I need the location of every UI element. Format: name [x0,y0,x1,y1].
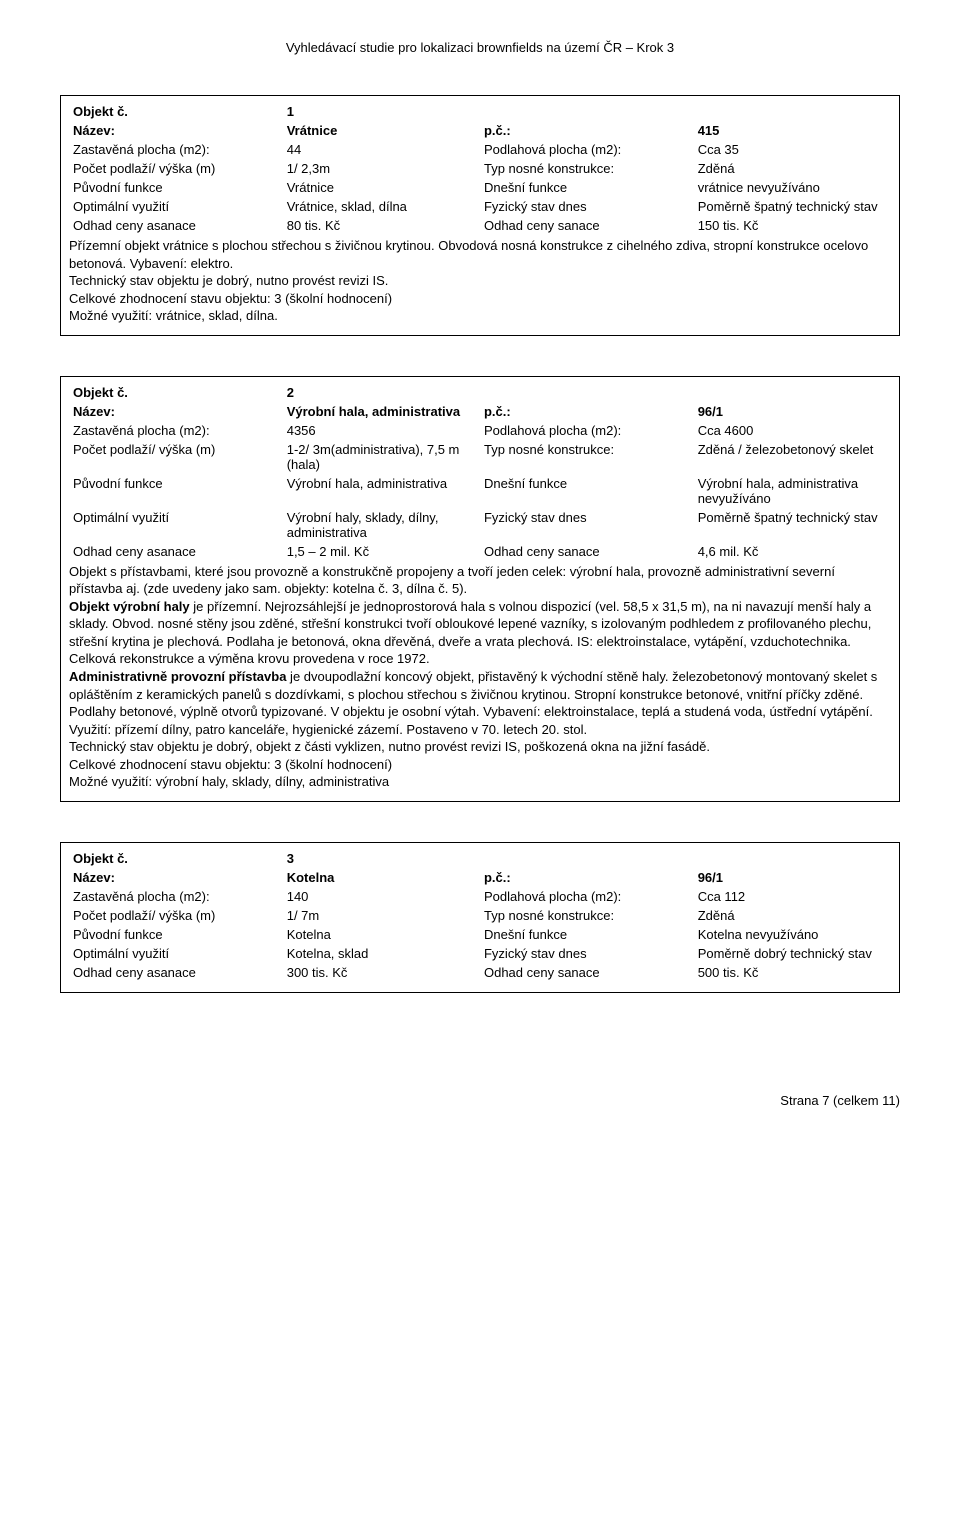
nazev-label: Název: [69,121,283,140]
opt-label: Optimální využití [69,508,283,542]
pc-value: 415 [694,121,891,140]
san-value: 500 tis. Kč [694,963,891,982]
zast-label: Zastavěná plocha (m2): [69,140,283,159]
asan-value: 80 tis. Kč [283,216,480,235]
obj-num-label: Objekt č. [69,102,283,121]
obj-num-label: Objekt č. [69,849,283,868]
fyz-value: Poměrně špatný technický stav [694,197,891,216]
dnes-label: Dnešní funkce [480,925,694,944]
san-label: Odhad ceny sanace [480,216,694,235]
san-label: Odhad ceny sanace [480,963,694,982]
object-box-2: Objekt č. 2 Název: Výrobní hala, adminis… [60,376,900,802]
pocet-label: Počet podlaží/ výška (m) [69,159,283,178]
podl-label: Podlahová plocha (m2): [480,887,694,906]
san-value: 4,6 mil. Kč [694,542,891,561]
puv-value: Vrátnice [283,178,480,197]
page-footer: Strana 7 (celkem 11) [60,1093,900,1108]
opt-label: Optimální využití [69,944,283,963]
object-table-3: Objekt č. 3 Název: Kotelna p.č.: 96/1 Za… [69,849,891,982]
dnes-value: Kotelna nevyužíváno [694,925,891,944]
puv-label: Původní funkce [69,925,283,944]
nazev-label: Název: [69,868,283,887]
fyz-label: Fyzický stav dnes [480,197,694,216]
object-box-3: Objekt č. 3 Název: Kotelna p.č.: 96/1 Za… [60,842,900,993]
puv-label: Původní funkce [69,474,283,508]
fyz-label: Fyzický stav dnes [480,508,694,542]
object-table-2: Objekt č. 2 Název: Výrobní hala, adminis… [69,383,891,561]
zast-value: 4356 [283,421,480,440]
asan-value: 300 tis. Kč [283,963,480,982]
obj-num-label: Objekt č. [69,383,283,402]
puv-value: Výrobní hala, administrativa [283,474,480,508]
podl-value: Cca 112 [694,887,891,906]
dnes-value: vrátnice nevyužíváno [694,178,891,197]
podl-value: Cca 4600 [694,421,891,440]
object-box-1: Objekt č. 1 Název: Vrátnice p.č.: 415 Za… [60,95,900,336]
nazev-value: Kotelna [283,868,480,887]
object-description: Přízemní objekt vrátnice s plochou střec… [69,237,891,325]
san-value: 150 tis. Kč [694,216,891,235]
asan-label: Odhad ceny asanace [69,216,283,235]
pocet-label: Počet podlaží/ výška (m) [69,906,283,925]
typ-label: Typ nosné konstrukce: [480,159,694,178]
page-header: Vyhledávací studie pro lokalizaci brownf… [60,40,900,55]
fyz-value: Poměrně špatný technický stav [694,508,891,542]
pocet-value: 1-2/ 3m(administrativa), 7,5 m (hala) [283,440,480,474]
object-table-1: Objekt č. 1 Název: Vrátnice p.č.: 415 Za… [69,102,891,235]
puv-label: Původní funkce [69,178,283,197]
pocet-label: Počet podlaží/ výška (m) [69,440,283,474]
obj-num: 3 [283,849,480,868]
opt-value: Výrobní haly, sklady, dílny, administrat… [283,508,480,542]
zast-label: Zastavěná plocha (m2): [69,421,283,440]
asan-value: 1,5 – 2 mil. Kč [283,542,480,561]
pc-label: p.č.: [480,121,694,140]
dnes-value: Výrobní hala, administrativa nevyužíváno [694,474,891,508]
pc-label: p.č.: [480,868,694,887]
dnes-label: Dnešní funkce [480,178,694,197]
typ-label: Typ nosné konstrukce: [480,440,694,474]
nazev-value: Vrátnice [283,121,480,140]
pocet-value: 1/ 2,3m [283,159,480,178]
typ-label: Typ nosné konstrukce: [480,906,694,925]
podl-value: Cca 35 [694,140,891,159]
fyz-value: Poměrně dobrý technický stav [694,944,891,963]
pc-value: 96/1 [694,868,891,887]
asan-label: Odhad ceny asanace [69,542,283,561]
nazev-value: Výrobní hala, administrativa [283,402,480,421]
asan-label: Odhad ceny asanace [69,963,283,982]
pocet-value: 1/ 7m [283,906,480,925]
nazev-label: Název: [69,402,283,421]
puv-value: Kotelna [283,925,480,944]
fyz-label: Fyzický stav dnes [480,944,694,963]
typ-value: Zděná [694,906,891,925]
object-description: Objekt s přístavbami, které jsou provozn… [69,563,891,791]
opt-value: Vrátnice, sklad, dílna [283,197,480,216]
typ-value: Zděná [694,159,891,178]
zast-label: Zastavěná plocha (m2): [69,887,283,906]
obj-num: 2 [283,383,480,402]
dnes-label: Dnešní funkce [480,474,694,508]
podl-label: Podlahová plocha (m2): [480,421,694,440]
podl-label: Podlahová plocha (m2): [480,140,694,159]
pc-value: 96/1 [694,402,891,421]
san-label: Odhad ceny sanace [480,542,694,561]
typ-value: Zděná / železobetonový skelet [694,440,891,474]
zast-value: 140 [283,887,480,906]
opt-label: Optimální využití [69,197,283,216]
pc-label: p.č.: [480,402,694,421]
opt-value: Kotelna, sklad [283,944,480,963]
zast-value: 44 [283,140,480,159]
obj-num: 1 [283,102,480,121]
